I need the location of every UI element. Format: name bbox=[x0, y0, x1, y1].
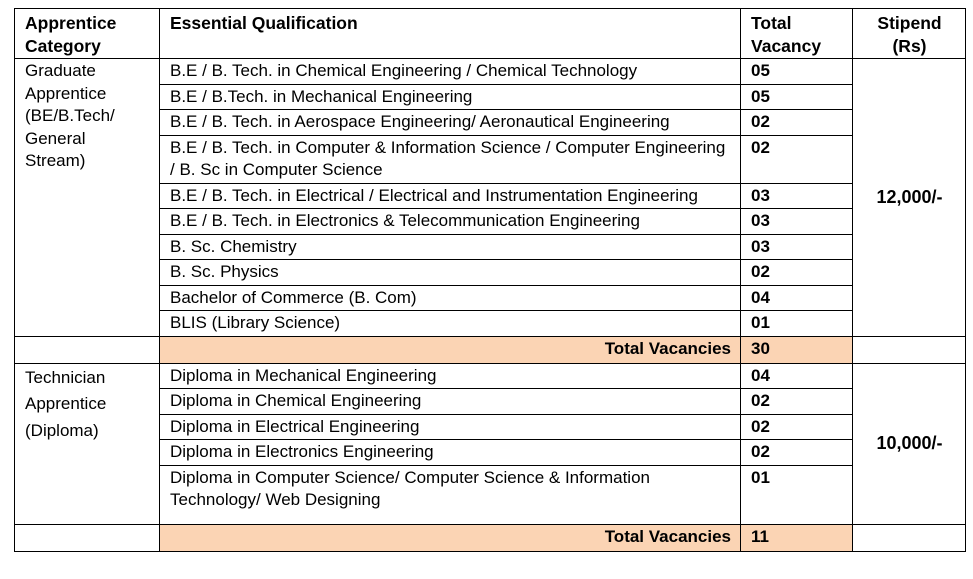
qualification-cell: B.E / B. Tech. in Aerospace Engineering/… bbox=[159, 109, 741, 136]
table-row: BLIS (Library Science) 01 bbox=[15, 310, 966, 337]
vacancy-cell: 02 bbox=[740, 413, 853, 440]
qualification-cell: Diploma in Computer Science/ Computer Sc… bbox=[159, 464, 741, 525]
table-row: Diploma in Electronics Engineering 02 bbox=[15, 439, 966, 466]
header-vacancy: Total Vacancy bbox=[740, 8, 853, 59]
total-vacancies-label: Total Vacancies bbox=[159, 523, 741, 552]
header-qualification: Essential Qualification bbox=[159, 8, 741, 59]
category-line: Technician bbox=[25, 367, 106, 387]
category-line: Apprentice bbox=[25, 394, 107, 413]
header-category: Apprentice Category bbox=[14, 8, 160, 59]
category-line: General Stream) bbox=[25, 128, 86, 171]
total-vacancies-value: 11 bbox=[740, 523, 853, 552]
vacancy-cell: 04 bbox=[740, 362, 853, 389]
vacancy-cell: 04 bbox=[740, 284, 853, 311]
graduate-total-row: Total Vacancies 30 bbox=[14, 335, 966, 364]
qualification-cell: B.E / B. Tech. in Electrical / Electrica… bbox=[159, 182, 741, 209]
qualification-cell: BLIS (Library Science) bbox=[159, 310, 741, 337]
vacancy-cell: 02 bbox=[740, 388, 853, 415]
total-vacancies-label: Total Vacancies bbox=[159, 335, 741, 364]
empty-cell bbox=[14, 523, 160, 552]
table-row: B.E / B. Tech. in Computer & Information… bbox=[15, 134, 966, 184]
technician-category-cell: Technician Apprentice (Diploma) bbox=[14, 362, 160, 525]
technician-stipend-cell: 10,000/- bbox=[852, 362, 966, 525]
vacancy-cell: 02 bbox=[740, 109, 853, 136]
table-row: B.E / B. Tech. in Electrical / Electrica… bbox=[15, 182, 966, 209]
qualification-cell: Diploma in Electronics Engineering bbox=[159, 439, 741, 466]
total-vacancies-value: 30 bbox=[740, 335, 853, 364]
category-line: (BE/B.Tech/ bbox=[25, 106, 115, 125]
category-line: (Diploma) bbox=[25, 420, 99, 440]
vacancy-cell: 01 bbox=[740, 310, 853, 337]
category-line: Graduate bbox=[25, 61, 96, 80]
empty-cell bbox=[852, 523, 966, 552]
table-row: Diploma in Chemical Engineering 02 bbox=[15, 388, 966, 415]
table-row: Graduate Apprentice (BE/B.Tech/ General … bbox=[14, 58, 966, 337]
header-row: Apprentice Category Essential Qualificat… bbox=[14, 8, 966, 59]
table-row: Diploma in Computer Science/ Computer Sc… bbox=[15, 464, 966, 525]
table-row: Bachelor of Commerce (B. Com) 04 bbox=[15, 284, 966, 311]
technician-total-row: Total Vacancies 11 bbox=[14, 523, 966, 552]
category-line: Apprentice bbox=[25, 83, 107, 103]
qualification-cell: Diploma in Electrical Engineering bbox=[159, 413, 741, 440]
table-row: B.E / B.Tech. in Mechanical Engineering … bbox=[15, 83, 966, 110]
apprentice-vacancy-table: Apprentice Category Essential Qualificat… bbox=[14, 8, 966, 552]
empty-cell bbox=[14, 335, 160, 364]
graduate-stipend-cell: 12,000/- bbox=[852, 58, 966, 337]
vacancy-cell: 05 bbox=[740, 83, 853, 110]
vacancy-cell: 01 bbox=[740, 464, 853, 525]
qualification-cell: B.E / B. Tech. in Computer & Information… bbox=[159, 134, 741, 184]
vacancy-cell: 03 bbox=[740, 208, 853, 235]
table-row: Technician Apprentice (Diploma) Diploma … bbox=[14, 362, 966, 525]
qualification-cell: B. Sc. Chemistry bbox=[159, 233, 741, 260]
qualification-cell: B.E / B. Tech. in Chemical Engineering /… bbox=[159, 58, 741, 85]
qualification-cell: B.E / B. Tech. in Electronics & Telecomm… bbox=[159, 208, 741, 235]
qualification-cell: Diploma in Chemical Engineering bbox=[159, 388, 741, 415]
vacancy-cell: 03 bbox=[740, 233, 853, 260]
vacancy-cell: 02 bbox=[740, 134, 853, 184]
graduate-category-cell: Graduate Apprentice (BE/B.Tech/ General … bbox=[14, 58, 160, 337]
table-row: B. Sc. Chemistry 03 bbox=[15, 233, 966, 260]
vacancy-cell: 03 bbox=[740, 182, 853, 209]
vacancy-cell: 05 bbox=[740, 58, 853, 85]
qualification-cell: Diploma in Mechanical Engineering bbox=[159, 362, 741, 389]
empty-cell bbox=[852, 335, 966, 364]
qualification-cell: Bachelor of Commerce (B. Com) bbox=[159, 284, 741, 311]
vacancy-cell: 02 bbox=[740, 259, 853, 286]
qualification-cell: B. Sc. Physics bbox=[159, 259, 741, 286]
header-stipend: Stipend (Rs) bbox=[852, 8, 966, 59]
qualification-cell: B.E / B.Tech. in Mechanical Engineering bbox=[159, 83, 741, 110]
vacancy-cell: 02 bbox=[740, 439, 853, 466]
